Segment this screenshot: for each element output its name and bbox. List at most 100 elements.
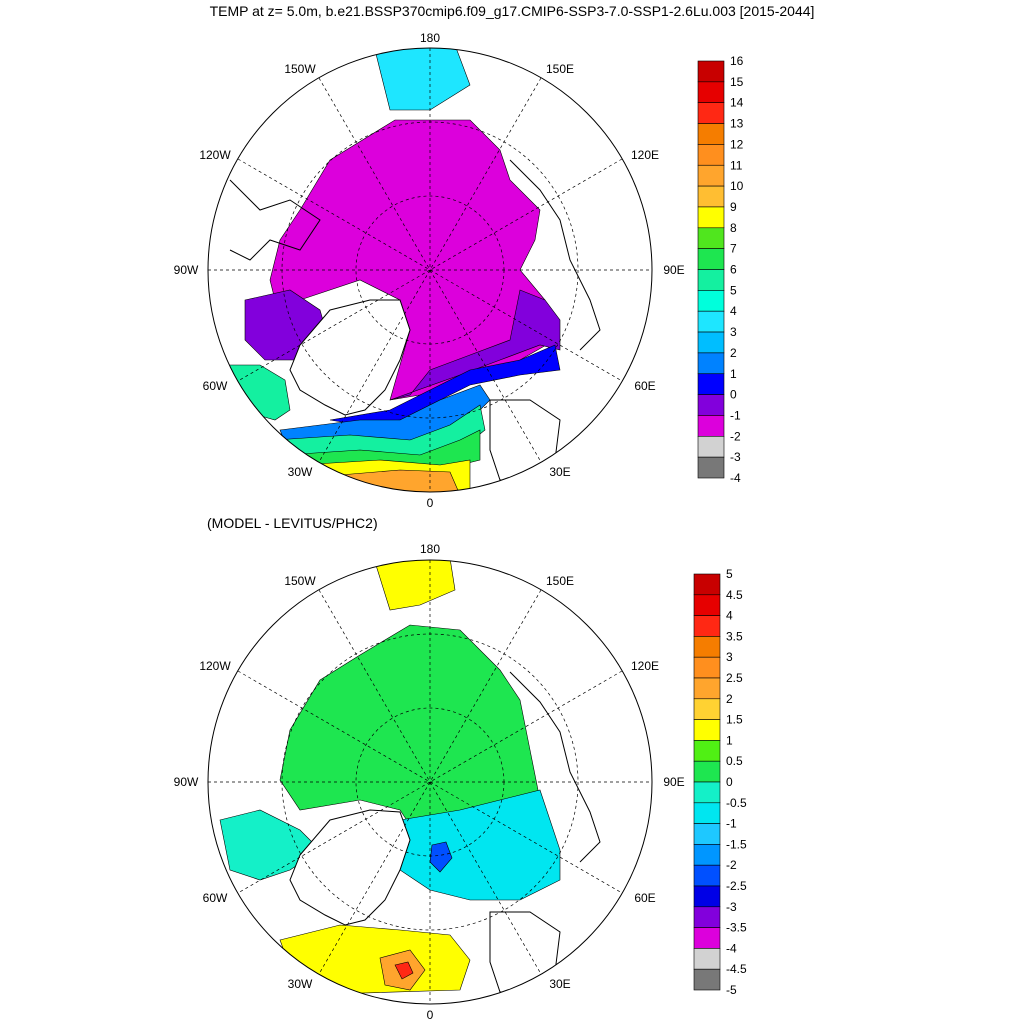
difference-colorbar-label: -1	[726, 817, 737, 831]
temperature-colorbar-swatch	[697, 394, 725, 416]
temperature-colorbar-swatch	[697, 352, 725, 375]
temperature-colorbar-swatch	[697, 415, 725, 437]
barents-shelf-diff	[399, 789, 561, 901]
temperature-colorbar-swatch	[697, 310, 725, 333]
temperature-colorbar-swatch	[697, 164, 725, 187]
difference-colorbar-label: -2	[726, 858, 737, 872]
graticule-top	[208, 48, 652, 492]
difference-colorbar-label: -3.5	[726, 921, 747, 935]
greenland-diff	[289, 809, 411, 926]
difference-colorbar-label: 1.5	[726, 713, 743, 727]
difference-colorbar-label: 4	[726, 609, 733, 623]
difference-colorbar-label: -3	[726, 900, 737, 914]
lon-label-90W-b: 90W	[174, 775, 199, 789]
temperature-colorbar-swatch	[697, 206, 725, 229]
lon-label-180-b: 180	[420, 542, 440, 556]
lon-label-60W: 60W	[203, 379, 228, 393]
temperature-colorbar-label: 6	[730, 263, 737, 277]
difference-colorbar-label: -4.5	[726, 962, 747, 976]
lon-label-120E: 120E	[631, 148, 659, 162]
lon-label-30E: 30E	[549, 465, 570, 479]
temperature-colorbar-swatch	[697, 185, 725, 208]
atlantic-core-diff	[394, 961, 414, 980]
cold-spot-diff	[429, 841, 453, 873]
difference-colorbar-label: 2.5	[726, 671, 743, 685]
temperature-colorbar-swatch	[697, 144, 725, 166]
lon-label-0-b: 0	[427, 1008, 434, 1022]
temperature-colorbar-label: 2	[730, 346, 737, 360]
temperature-colorbar-swatch	[697, 373, 725, 395]
lon-label-150E: 150E	[546, 62, 574, 76]
lon-label-90E: 90E	[663, 263, 684, 277]
lon-label-150E-b: 150E	[546, 574, 574, 588]
difference-colorbar-swatch	[693, 573, 721, 596]
temperature-colorbar-label: 14	[730, 96, 744, 110]
temperature-colorbar-label: -4	[730, 471, 741, 485]
temperature-colorbar-label: 16	[730, 54, 744, 68]
pacific-sector	[374, 48, 471, 111]
temperature-colorbar-label: 10	[730, 179, 744, 193]
temperature-colorbar-label: 4	[730, 304, 737, 318]
temperature-colorbar-swatch	[697, 102, 725, 124]
temperature-colorbar-label: 1	[730, 367, 737, 381]
temperature-colorbar-swatch	[697, 248, 725, 270]
map-boundary-top	[207, 47, 653, 493]
temperature-colorbar-swatch	[697, 331, 725, 354]
difference-colorbar-swatch	[693, 781, 721, 804]
difference-colorbar-swatch	[693, 885, 721, 908]
lon-label-60E-b: 60E	[634, 891, 655, 905]
difference-colorbar-label: 1	[726, 733, 733, 747]
greenland	[289, 299, 411, 416]
difference-colorbar-swatch	[693, 823, 721, 845]
difference-colorbar-swatch	[693, 615, 721, 637]
difference-colorbar-label: 4.5	[726, 588, 743, 602]
lon-label-150W: 150W	[284, 62, 316, 76]
difference-colorbar-label: 3.5	[726, 629, 743, 643]
siberia-coast-diff	[509, 671, 601, 863]
temperature-colorbar-label: 7	[730, 242, 737, 256]
difference-colorbar-label: 0.5	[726, 754, 743, 768]
lon-label-0: 0	[427, 496, 434, 510]
graticule-bottom	[208, 560, 652, 1004]
pacific-sector-diff	[374, 560, 456, 611]
lon-label-30W-b: 30W	[288, 977, 313, 991]
difference-colorbar-swatch	[693, 677, 721, 700]
difference-colorbar-swatch	[693, 948, 721, 970]
difference-colorbar-label: 3	[726, 650, 733, 664]
temperature-colorbar-label: 11	[730, 158, 743, 172]
difference-colorbar-swatch	[693, 802, 721, 824]
canadian-archipelago	[229, 179, 321, 261]
lon-label-120W: 120W	[199, 148, 231, 162]
lon-label-150W-b: 150W	[284, 574, 316, 588]
temperature-colorbar-swatch	[697, 290, 725, 312]
map-boundary-bottom	[207, 559, 653, 1005]
siberia-coast	[509, 159, 601, 351]
difference-colorbar-label: -0.5	[726, 796, 747, 810]
difference-colorbar-swatch	[693, 594, 721, 616]
difference-colorbar-label: 5	[726, 567, 733, 581]
difference-colorbar-swatch	[693, 740, 721, 762]
temperature-colorbar-label: 9	[730, 200, 737, 214]
temperature-colorbar-swatch	[697, 123, 725, 145]
lon-label-120E-b: 120E	[631, 659, 659, 673]
lon-label-120W-b: 120W	[199, 659, 231, 673]
lon-label-60W-b: 60W	[203, 891, 228, 905]
lon-label-90W: 90W	[174, 263, 199, 277]
temperature-colorbar-swatch	[697, 81, 725, 103]
difference-colorbar-label: -5	[726, 983, 737, 997]
shelf-ring-minus1	[389, 289, 561, 401]
temperature-colorbar-label: -1	[730, 408, 741, 422]
difference-colorbar-label: -1.5	[726, 837, 747, 851]
difference-colorbar-label: -2.5	[726, 879, 747, 893]
temperature-colorbar-label: 5	[730, 283, 737, 297]
difference-colorbar-label: 2	[726, 692, 733, 706]
temperature-colorbar-swatch	[697, 60, 725, 83]
difference-colorbar-label: -4	[726, 941, 737, 955]
temperature-colorbar-label: 15	[730, 75, 744, 89]
difference-colorbar-label: 0	[726, 775, 733, 789]
lon-label-180: 180	[420, 31, 440, 45]
difference-colorbar-swatch	[693, 864, 721, 887]
difference-colorbar-swatch	[693, 698, 721, 720]
